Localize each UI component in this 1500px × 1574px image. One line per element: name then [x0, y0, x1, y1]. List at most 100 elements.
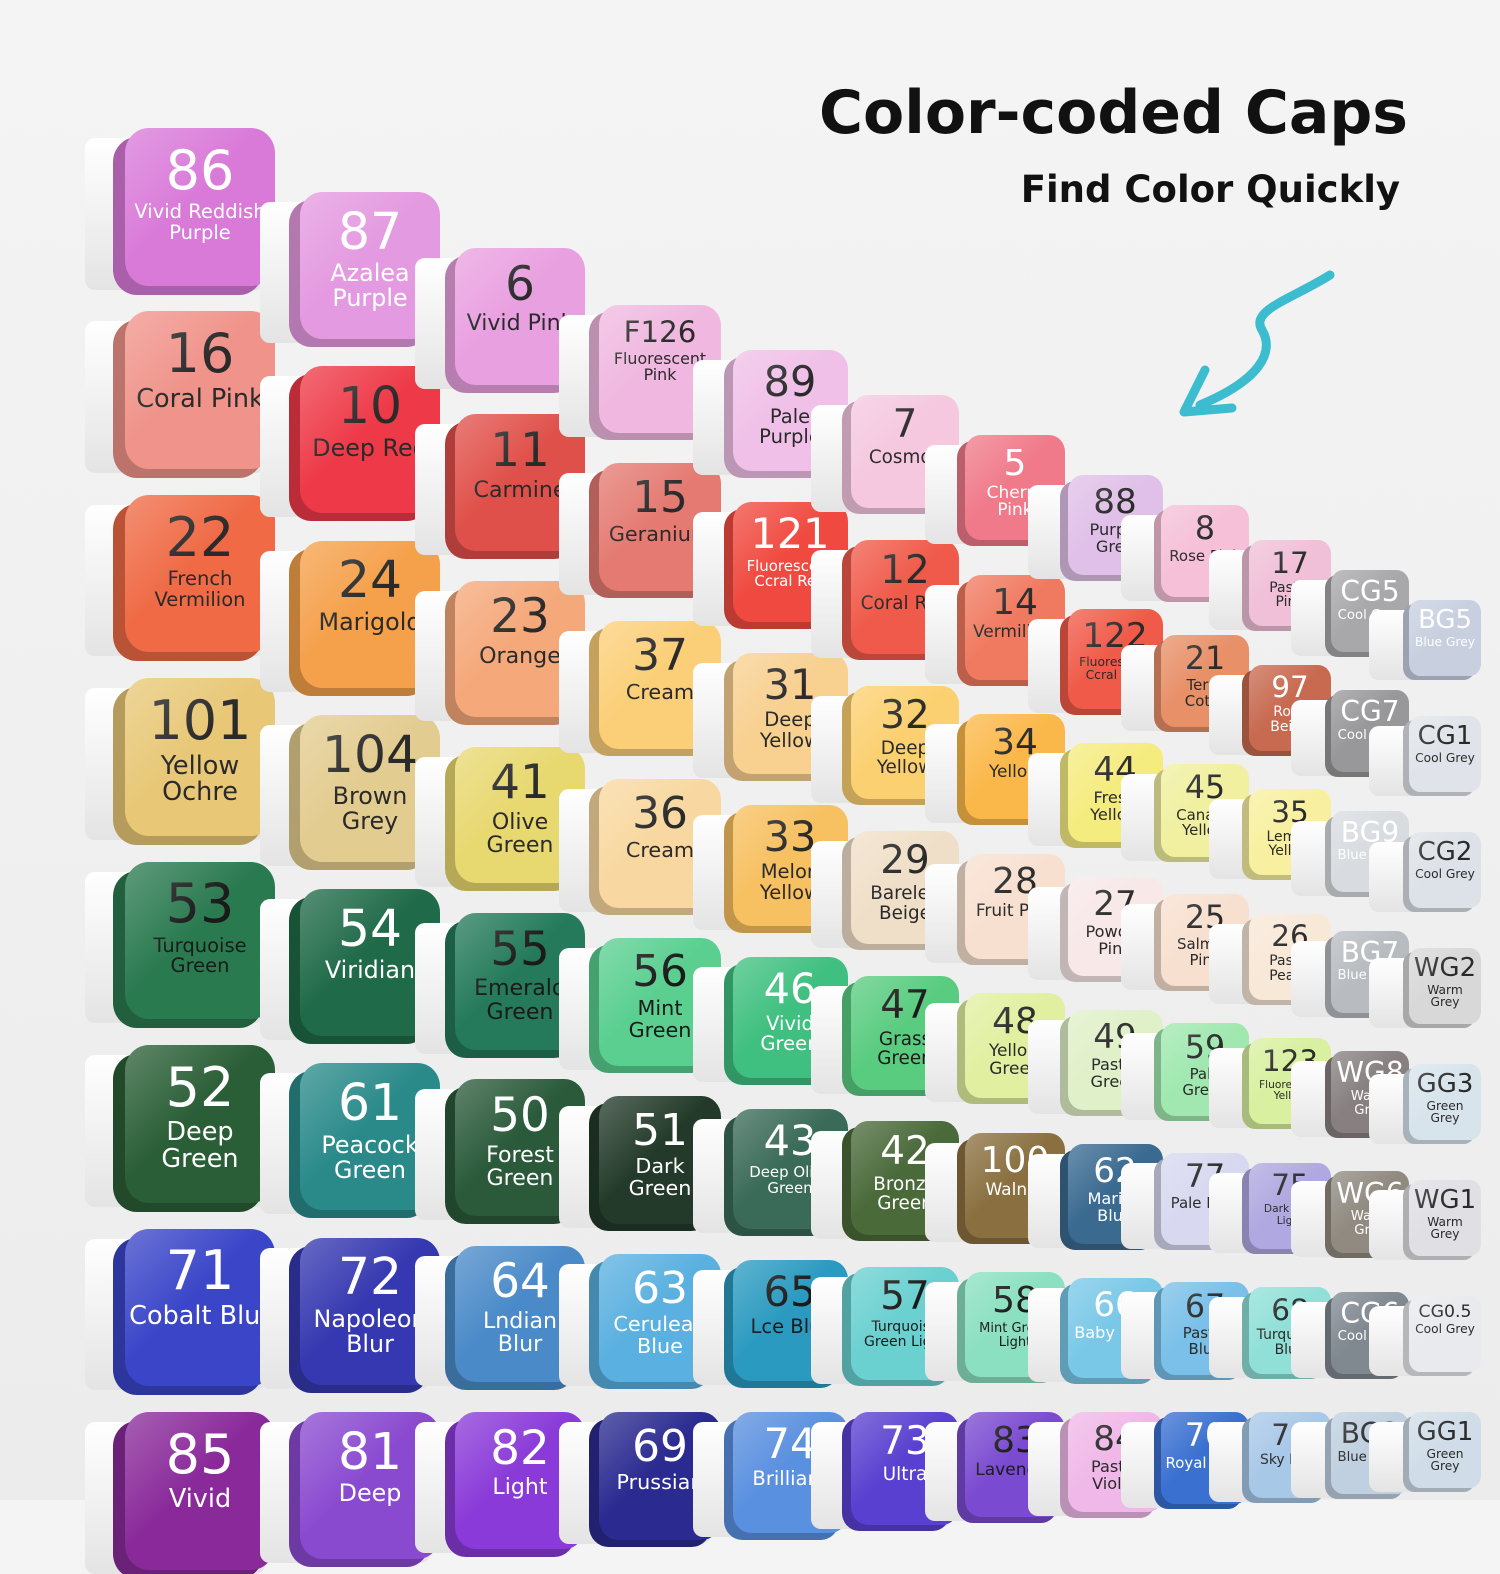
cap-color-code: 81 [337, 1421, 403, 1481]
cap-color-code: 53 [165, 872, 235, 936]
cap-color-code: 11 [490, 423, 550, 478]
cap-color-code: 71 [165, 1239, 235, 1303]
cap-color-code: 8 [1194, 511, 1216, 548]
cap-color-name: Lndian Blur [482, 1308, 558, 1358]
cap-color-name: Emerald Green [474, 975, 566, 1025]
cap-color-code: 15 [632, 471, 688, 523]
cap-color-code: 97 [1271, 670, 1309, 705]
cap-color-code: 42 [880, 1128, 930, 1174]
cap-color-code: 7 [892, 402, 918, 448]
cap-color-name: Vivid Pink [466, 310, 574, 337]
cap-color-name: Azalea Purple [330, 259, 410, 313]
cap-color-name: Cool Grey [1415, 750, 1475, 765]
cap-color-code: 46 [763, 964, 817, 1013]
cap-color-code: 51 [632, 1104, 688, 1156]
cap-color-name: Cream [625, 837, 695, 862]
cap-color-code: 14 [992, 582, 1038, 624]
cap-color-name: Brown Grey [332, 782, 408, 836]
cap-color-code: 12 [880, 547, 930, 593]
cap-color-name: Deep Olice Green [749, 1163, 831, 1198]
cap-color-name: Light [492, 1474, 548, 1501]
cap-color-name: Deep Red [312, 433, 428, 462]
cap-color-code: CG0.5 [1418, 1301, 1472, 1322]
cap-color-code: 101 [148, 689, 252, 753]
cap-color-name: Olive Green [486, 809, 554, 859]
cap-color-name: Grass Green [877, 1028, 933, 1069]
cap-color-name: Viridian [324, 956, 416, 985]
cap-color-code: 74 [763, 1420, 817, 1469]
cap-color-code: 22 [165, 505, 235, 569]
cap-color-name: Brilliant [752, 1466, 828, 1490]
cap-color-name: Lce Blur [750, 1315, 830, 1339]
cap-color-code: BG9 [1340, 815, 1400, 849]
cap-color-code: 61 [337, 1073, 403, 1133]
cap-color-code: 69 [632, 1420, 688, 1472]
cap-color-name: Melon Yellow [759, 860, 821, 904]
cap-color-code: WG2 [1413, 952, 1477, 983]
cap-color-code: 17 [1271, 545, 1309, 580]
cap-color-code: CG7 [1340, 695, 1400, 729]
cap-color-name: Vivid Reddish Purple [134, 200, 266, 244]
cap-color-name: Pale Purple [759, 404, 821, 449]
cap-color-code: 121 [750, 509, 830, 558]
cap-color-name: Turquoise Green [153, 933, 247, 978]
cap-color-name: Blue Grey [1415, 634, 1475, 649]
cap-color-code: CG1 [1417, 720, 1473, 751]
cap-color-name: Cool Grey [1415, 1321, 1475, 1336]
cap-color-code: 89 [763, 358, 817, 407]
cap-color-code: 85 [165, 1422, 235, 1486]
cap-color-name: Deep Yellow [759, 708, 821, 752]
cap-color-code: 63 [632, 1262, 688, 1314]
cap-color-code: GG3 [1416, 1068, 1474, 1099]
cap-color-code: 88 [1093, 481, 1137, 522]
cap-color-name: Dark Green [628, 1154, 692, 1200]
cap-color-code: 104 [321, 724, 419, 784]
cap-color-code: 41 [490, 756, 550, 811]
cap-color-name: Marigold [318, 607, 422, 636]
cap-color-name: Ultra [882, 1464, 928, 1486]
cap-color-name: Mint Green [628, 995, 692, 1042]
cap-color-name: Yellow Ochre [160, 750, 240, 808]
cap-color-code: 52 [165, 1055, 235, 1119]
cap-color-code: 55 [490, 922, 550, 977]
cap-color-name: French Vermilion [154, 567, 246, 611]
cap-color-code: WG1 [1413, 1184, 1477, 1215]
cap-color-code: 50 [490, 1089, 550, 1144]
cap-color-name: Carmine [473, 476, 567, 503]
cap-color-name: Vivid Green [760, 1011, 820, 1056]
cap-color-name: Prussian [616, 1470, 704, 1495]
cap-color-code: 54 [337, 898, 403, 958]
cap-color-name: Geranium [608, 521, 712, 546]
cap-color-code: 24 [337, 550, 403, 610]
cap-color-name: Peacock Green [321, 1130, 419, 1184]
cap-color-code: 86 [165, 138, 235, 202]
cap-color-name: Forest Green [486, 1141, 554, 1191]
cap-color-code: 45 [1184, 770, 1226, 807]
cap-color-code: 21 [1184, 640, 1226, 677]
cap-color-name: Cerulean Blue [613, 1312, 707, 1358]
cap-color-name: Cream [625, 679, 695, 704]
cap-color-code: BG5 [1418, 604, 1472, 635]
cap-color-name: Cobalt Blur [129, 1300, 271, 1331]
cap-color-name: Bareley Beige [870, 883, 940, 924]
cap-color-name: Bronze Green [873, 1173, 937, 1215]
cap-color-name: Cool Grey [1415, 866, 1475, 881]
cap-color-name: Deep Green [161, 1117, 239, 1175]
cap-color-code: 34 [992, 721, 1038, 763]
cap-color-code: 16 [165, 322, 235, 386]
cap-color-code: 37 [632, 630, 688, 682]
cap-color-name: Fluorescent Pink [613, 348, 707, 385]
cap-color-code: 64 [490, 1255, 550, 1310]
cap-color-code: CG5 [1340, 575, 1400, 609]
cap-color-code: 36 [632, 788, 688, 840]
cap-color-code: 47 [880, 983, 930, 1029]
cap-color-code: GG1 [1416, 1416, 1474, 1447]
cap-color-code: 82 [490, 1421, 550, 1476]
cap-color-code: 56 [632, 946, 688, 998]
cap-color-code: 57 [880, 1274, 930, 1320]
cap-color-code: 87 [337, 201, 403, 261]
cap-color-code: 32 [880, 692, 930, 738]
cap-color-code: 6 [505, 257, 535, 312]
cap-color-code: 29 [880, 838, 930, 884]
cap-color-name: Cosmos [868, 447, 942, 469]
